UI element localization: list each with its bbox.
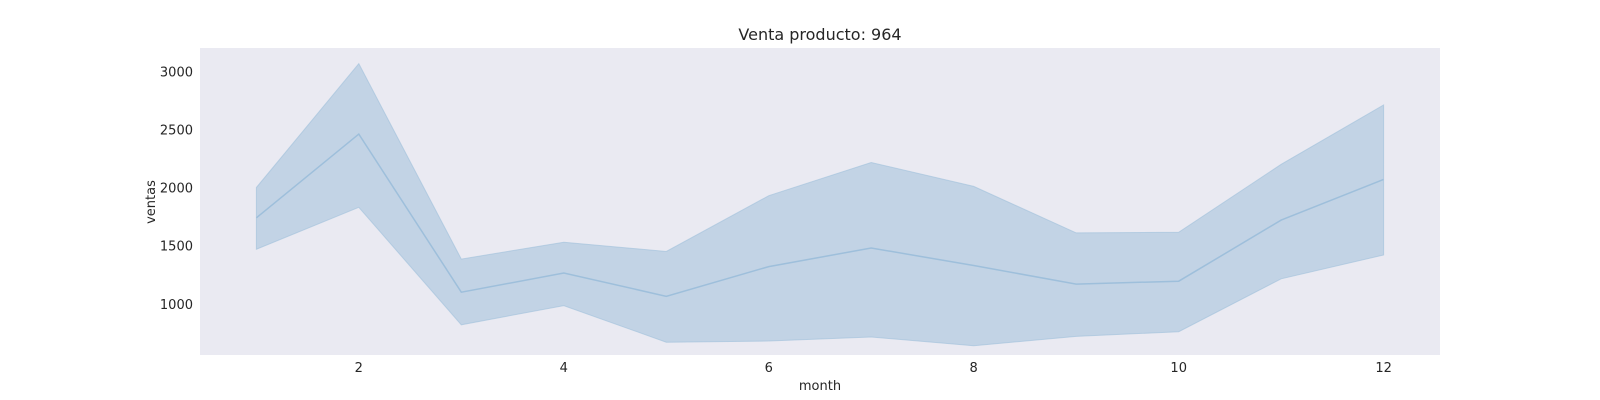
x-axis-label: month bbox=[799, 379, 841, 394]
confidence-band-layer bbox=[255, 62, 1385, 347]
line-layer bbox=[255, 132, 1384, 298]
x-tick-label: 12 bbox=[1375, 361, 1392, 376]
series-line bbox=[255, 132, 1384, 298]
x-tick-label: 6 bbox=[765, 361, 773, 376]
y-tick-label: 3000 bbox=[160, 65, 193, 80]
y-tick-label: 2500 bbox=[160, 123, 193, 138]
x-tick-label: 8 bbox=[970, 361, 978, 376]
x-tick-label: 10 bbox=[1170, 361, 1187, 376]
y-tick-label: 2000 bbox=[160, 182, 193, 197]
y-tick-labels: 1000 1500 2000 2500 3000 bbox=[160, 65, 193, 312]
confidence-band bbox=[255, 62, 1385, 347]
x-tick-label: 4 bbox=[560, 361, 568, 376]
y-tick-label: 1500 bbox=[160, 240, 193, 255]
x-tick-labels: 2 4 6 8 10 12 bbox=[355, 361, 1392, 376]
y-tick-label: 1000 bbox=[160, 298, 193, 313]
y-axis-label: ventas bbox=[144, 180, 159, 224]
chart-title: Venta producto: 964 bbox=[738, 25, 901, 44]
x-tick-label: 2 bbox=[355, 361, 363, 376]
